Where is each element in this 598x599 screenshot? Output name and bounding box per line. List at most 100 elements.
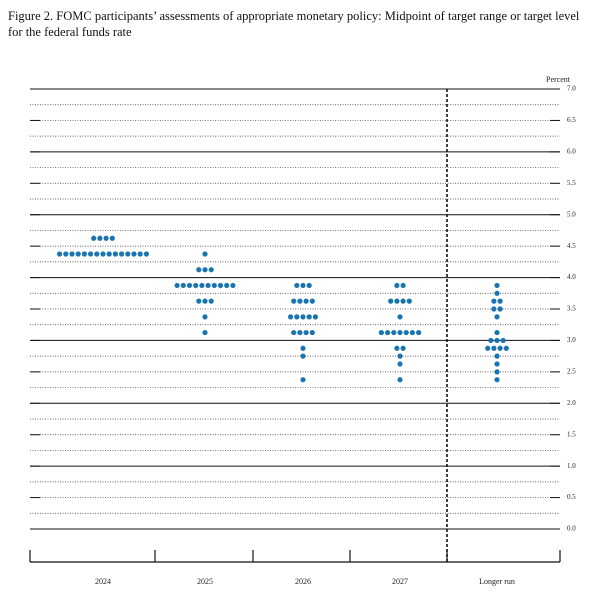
dot — [205, 282, 211, 289]
dot — [397, 353, 403, 359]
y-tick-label: 2.0 — [567, 399, 576, 407]
x-tick-label: 2027 — [392, 577, 408, 586]
dot — [500, 337, 506, 344]
dot — [494, 314, 500, 320]
dot — [494, 290, 500, 296]
dot — [400, 345, 406, 351]
dot — [103, 235, 109, 241]
dot — [81, 251, 87, 257]
dot — [309, 329, 315, 336]
dot — [193, 282, 199, 289]
dot — [497, 298, 503, 304]
x-tick-label: 2026 — [295, 577, 311, 586]
dot — [378, 329, 384, 336]
dot — [494, 353, 500, 359]
dot — [400, 282, 406, 289]
y-tick-label: 6.5 — [567, 116, 576, 124]
dot — [97, 235, 103, 241]
dot — [488, 337, 494, 344]
dot — [503, 345, 509, 351]
dot — [137, 251, 143, 257]
dot — [208, 267, 214, 273]
dot — [112, 251, 118, 257]
dot — [69, 251, 75, 257]
dot — [394, 345, 400, 351]
dot — [106, 251, 112, 257]
dot — [306, 314, 312, 320]
dot — [300, 345, 306, 351]
dot — [196, 298, 202, 304]
dot — [230, 282, 236, 289]
y-tick-label: 3.5 — [567, 305, 576, 313]
dot — [202, 298, 208, 304]
dot — [397, 361, 403, 367]
dot — [291, 298, 297, 304]
dot — [385, 329, 391, 336]
x-tick-label: 2025 — [197, 577, 213, 586]
dot — [125, 251, 131, 257]
y-tick-label: 3.0 — [567, 336, 576, 344]
dot — [202, 314, 208, 320]
dot — [394, 298, 400, 304]
dot — [109, 235, 115, 241]
dot — [303, 298, 309, 304]
dot — [306, 282, 312, 289]
dot — [491, 306, 497, 312]
x-tick-label: Longer run — [479, 577, 515, 586]
dot — [291, 329, 297, 336]
dot — [388, 298, 394, 304]
dot — [297, 298, 303, 304]
dot — [217, 282, 224, 289]
y-tick-label: 0.0 — [567, 525, 576, 533]
dot — [494, 337, 500, 344]
dot — [309, 298, 315, 304]
dot — [494, 377, 500, 383]
dot — [143, 251, 149, 257]
dot — [208, 298, 214, 304]
dot — [94, 251, 100, 257]
dot — [409, 329, 415, 336]
dot — [300, 377, 306, 383]
dot — [63, 251, 69, 257]
dot — [294, 314, 300, 320]
dot — [202, 251, 208, 257]
y-tick-label: 6.0 — [567, 147, 576, 155]
dot — [297, 329, 303, 336]
dot — [494, 361, 500, 367]
dot — [406, 298, 412, 304]
dot — [400, 298, 406, 304]
dot — [288, 314, 294, 320]
dot — [494, 369, 500, 375]
dot — [224, 282, 230, 289]
y-tick-label: 1.0 — [567, 462, 576, 470]
dot — [174, 282, 180, 289]
dot — [397, 329, 403, 336]
dot — [394, 282, 400, 289]
dot — [416, 329, 422, 336]
y-tick-label: 4.0 — [567, 273, 576, 281]
dot — [391, 329, 397, 336]
dot — [491, 345, 497, 351]
y-tick-label: 4.5 — [567, 242, 576, 250]
dot — [491, 298, 497, 304]
dot — [303, 329, 309, 336]
dot — [180, 282, 186, 289]
dot — [300, 353, 306, 359]
dot — [300, 314, 306, 320]
dot — [91, 235, 97, 241]
dot — [57, 251, 63, 257]
y-tick-label: 2.5 — [567, 367, 576, 375]
dot — [403, 329, 409, 336]
dot — [494, 282, 500, 289]
dot — [497, 345, 503, 351]
y-tick-label: 1.5 — [567, 430, 576, 438]
dot — [494, 329, 500, 336]
dot — [119, 251, 125, 257]
dot — [300, 282, 306, 289]
dot — [196, 267, 202, 273]
dot — [397, 314, 403, 320]
dot — [202, 329, 208, 336]
dot — [131, 251, 137, 257]
